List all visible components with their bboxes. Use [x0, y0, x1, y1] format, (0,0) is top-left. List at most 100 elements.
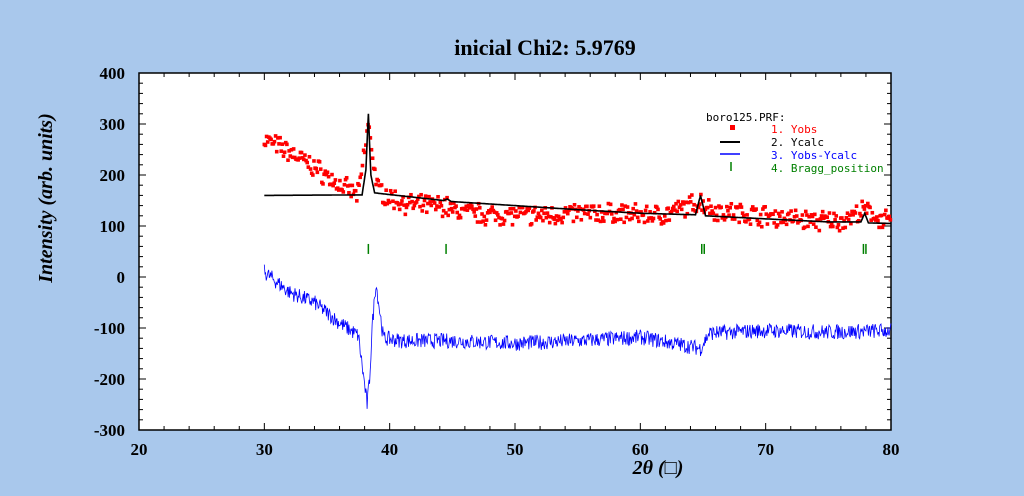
yobs-point: [807, 214, 811, 219]
yobs-point: [810, 214, 815, 219]
yobs-point: [410, 199, 414, 204]
yobs-point: [427, 194, 431, 199]
yobs-point: [553, 221, 558, 226]
yobs-point: [588, 215, 593, 220]
yobs-point: [383, 202, 387, 207]
legend-entry-bragg: 4. Bragg_position: [771, 162, 884, 175]
yobs-point: [281, 154, 286, 158]
yobs-point: [516, 214, 520, 219]
yobs-point: [349, 194, 353, 199]
yobs-point: [386, 198, 391, 203]
yobs-point: [609, 212, 614, 216]
yobs-point: [822, 216, 826, 221]
y-tick-label: -100: [94, 319, 125, 338]
yobs-point: [447, 207, 452, 212]
yobs-point: [318, 167, 323, 171]
yobs-point: [596, 218, 601, 222]
yobs-point: [678, 203, 683, 207]
yobs-point: [466, 203, 471, 208]
yobs-point: [405, 202, 410, 207]
series-layer: [262, 113, 893, 409]
yobs-point: [606, 201, 611, 206]
yobs-point: [805, 213, 809, 217]
yobs-point: [485, 211, 490, 215]
yobs-point: [338, 178, 342, 183]
yobs-point: [361, 148, 366, 153]
yobs-point: [554, 214, 559, 218]
yobs-point: [600, 215, 605, 220]
yobs-point: [677, 205, 682, 210]
y-tick-label: 200: [100, 166, 126, 185]
yobs-point: [825, 215, 830, 219]
legend: boro125.PRF: 1. Yobs 2. Ycalc 3. Yobs-Yc…: [706, 111, 884, 175]
yobs-point: [475, 220, 480, 224]
yobs-point: [344, 175, 349, 180]
yobs-point: [342, 182, 347, 187]
yobs-point: [687, 195, 692, 199]
yobs-point: [843, 225, 848, 230]
yobs-point: [692, 202, 696, 207]
yobs-point: [827, 211, 832, 215]
yobs-point: [535, 215, 540, 219]
yobs-point: [542, 211, 546, 216]
yobs-point: [404, 205, 409, 210]
yobs-point: [876, 218, 880, 223]
yobs-point: [572, 203, 577, 207]
yobs-point: [514, 209, 518, 213]
yobs-point: [433, 207, 438, 212]
legend-yobs-marker: [730, 125, 735, 130]
yobs-point: [642, 220, 647, 225]
yobs-point: [714, 213, 719, 218]
series-ycalc-line: [264, 113, 891, 225]
yobs-point: [525, 206, 529, 211]
yobs-point: [845, 211, 850, 215]
yobs-point: [488, 210, 492, 215]
yobs-point: [538, 215, 543, 220]
yobs-point: [348, 183, 352, 188]
yobs-point: [844, 215, 849, 220]
yobs-point: [484, 218, 489, 222]
yobs-point: [817, 228, 822, 233]
yobs-point: [454, 204, 458, 208]
y-tick-label: 400: [100, 64, 126, 83]
yobs-point: [731, 213, 736, 217]
yobs-point: [732, 217, 737, 221]
yobs-point: [290, 155, 295, 160]
yobs-point: [681, 200, 685, 204]
yobs-point: [853, 211, 858, 215]
yobs-point: [775, 223, 780, 227]
yobs-point: [387, 200, 392, 205]
yobs-point: [477, 206, 482, 210]
bragg-markers: [367, 243, 867, 254]
yobs-point: [811, 222, 816, 226]
yobs-point: [357, 183, 361, 188]
yobs-point: [836, 222, 841, 227]
yobs-point: [787, 211, 791, 216]
yobs-point: [741, 213, 746, 218]
yobs-point: [273, 134, 278, 138]
yobs-point: [396, 202, 401, 207]
yobs-point: [778, 214, 782, 218]
yobs-point: [759, 224, 764, 229]
yobs-point: [577, 205, 581, 209]
yobs-point: [384, 188, 388, 192]
yobs-point: [331, 183, 335, 188]
yobs-point: [414, 200, 419, 204]
yobs-point: [474, 207, 479, 211]
chart-title: inicial Chi2: 5.9769: [454, 35, 636, 60]
yobs-point: [816, 218, 820, 222]
yobs-point: [646, 219, 650, 223]
yobs-point: [858, 211, 862, 216]
yobs-point: [856, 218, 861, 223]
yobs-point: [625, 205, 630, 209]
yobs-point: [526, 208, 531, 213]
yobs-point: [879, 213, 884, 218]
yobs-point: [608, 202, 613, 207]
yobs-point: [697, 202, 702, 206]
yobs-point: [699, 192, 703, 197]
yobs-point: [501, 222, 506, 226]
yobs-point: [437, 205, 441, 209]
yobs-point: [450, 210, 455, 214]
yobs-point: [846, 217, 851, 222]
yobs-point: [360, 163, 365, 168]
